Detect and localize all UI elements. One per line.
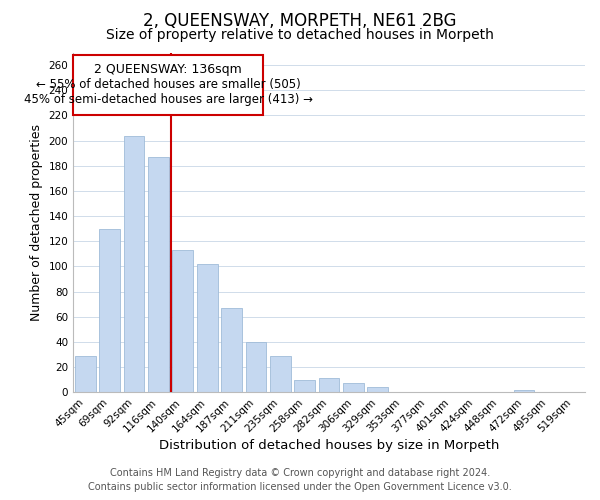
Bar [514,390,535,392]
Bar [367,387,388,392]
Bar [100,228,120,392]
Text: ← 55% of detached houses are smaller (505): ← 55% of detached houses are smaller (50… [36,78,301,90]
Bar [172,250,193,392]
Bar [245,342,266,392]
FancyBboxPatch shape [73,55,263,116]
Bar [124,136,145,392]
Text: Contains HM Land Registry data © Crown copyright and database right 2024.
Contai: Contains HM Land Registry data © Crown c… [88,468,512,492]
Y-axis label: Number of detached properties: Number of detached properties [30,124,43,321]
Bar [270,356,290,392]
Text: 45% of semi-detached houses are larger (413) →: 45% of semi-detached houses are larger (… [24,93,313,106]
Bar [319,378,340,392]
Bar [295,380,315,392]
Bar [197,264,218,392]
Bar [343,384,364,392]
X-axis label: Distribution of detached houses by size in Morpeth: Distribution of detached houses by size … [159,440,499,452]
Text: Size of property relative to detached houses in Morpeth: Size of property relative to detached ho… [106,28,494,42]
Text: 2, QUEENSWAY, MORPETH, NE61 2BG: 2, QUEENSWAY, MORPETH, NE61 2BG [143,12,457,30]
Bar [221,308,242,392]
Bar [148,157,169,392]
Text: 2 QUEENSWAY: 136sqm: 2 QUEENSWAY: 136sqm [94,62,242,76]
Bar [75,356,95,392]
